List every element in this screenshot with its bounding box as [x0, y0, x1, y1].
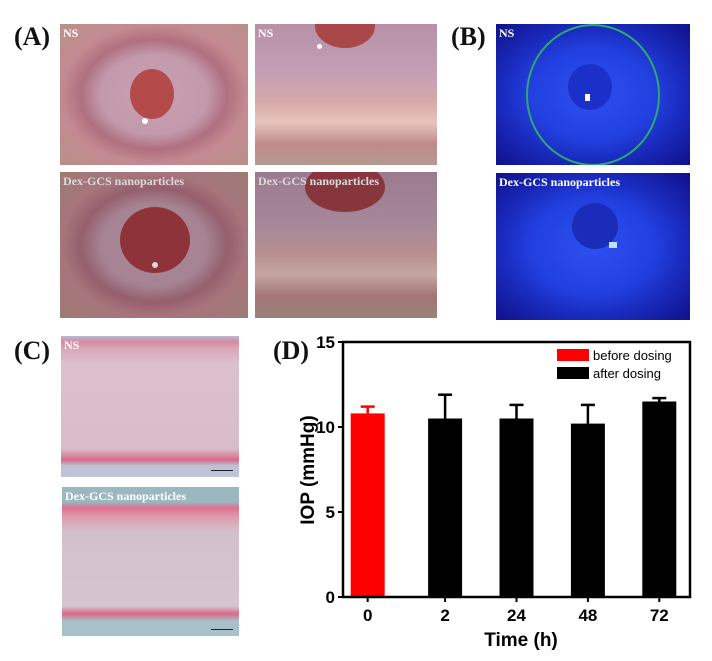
y-axis-label: IOP (mmHg) [300, 415, 319, 524]
caption: NS [64, 338, 80, 352]
y-axis-ticks: 0 5 10 15 [316, 333, 343, 607]
legend-label: before dosing [593, 348, 672, 363]
x-tick-label: 48 [578, 606, 597, 625]
caption: NS [63, 26, 79, 40]
y-tick-label: 0 [326, 588, 335, 607]
bar-0 [350, 413, 385, 597]
bar-48 [570, 423, 605, 597]
legend: before dosing after dosing [557, 348, 672, 381]
caption: Dex-GCS nanoparticles [258, 174, 379, 188]
caption: Dex-GCS nanoparticles [499, 175, 620, 189]
caption: Dex-GCS nanoparticles [65, 489, 186, 503]
x-tick-label: 72 [650, 606, 669, 625]
panel-a-label: (A) [14, 22, 51, 51]
caption: Dex-GCS nanoparticles [63, 174, 184, 188]
x-axis-ticks: 0 2 24 48 72 [363, 597, 669, 625]
caption: NS [258, 26, 274, 40]
panel-a-image-ns-1: NS [60, 24, 248, 165]
panel-b-image-ns: NS [496, 24, 690, 165]
legend-label: after dosing [593, 366, 661, 381]
bar-24 [499, 418, 534, 597]
x-tick-label: 2 [440, 606, 449, 625]
x-axis-label: Time (h) [484, 630, 558, 651]
y-tick-label: 10 [316, 418, 335, 437]
panel-b-image-dex: Dex-GCS nanoparticles [496, 173, 690, 320]
bar-2 [428, 418, 463, 597]
y-tick-label: 15 [316, 333, 335, 352]
bars [350, 393, 677, 597]
panel-a-image-dex-2: Dex-GCS nanoparticles [255, 172, 437, 318]
bar-72 [642, 401, 677, 597]
x-tick-label: 0 [363, 606, 372, 625]
iop-bar-chart: 0 5 10 15 0 2 24 48 72 Time (h) IOP (mmHg) befo… [298, 330, 712, 656]
panel-a-image-dex-1: Dex-GCS nanoparticles [60, 172, 248, 318]
legend-swatch [557, 367, 589, 379]
panel-a-image-ns-2: NS [255, 24, 437, 165]
x-tick-label: 24 [507, 606, 526, 625]
chart-svg: 0 5 10 15 0 2 24 48 72 Time (h) IOP (mmHg) befo… [298, 333, 692, 651]
legend-swatch [557, 349, 589, 361]
panel-c-image-ns: NS [61, 336, 239, 477]
panel-c-label: (C) [14, 336, 51, 365]
panel-b-label: (B) [451, 22, 486, 51]
panel-d-label: (D) [273, 336, 310, 365]
panel-c-image-dex: Dex-GCS nanoparticles [62, 487, 239, 636]
y-tick-label: 5 [326, 503, 335, 522]
caption: NS [499, 26, 515, 40]
